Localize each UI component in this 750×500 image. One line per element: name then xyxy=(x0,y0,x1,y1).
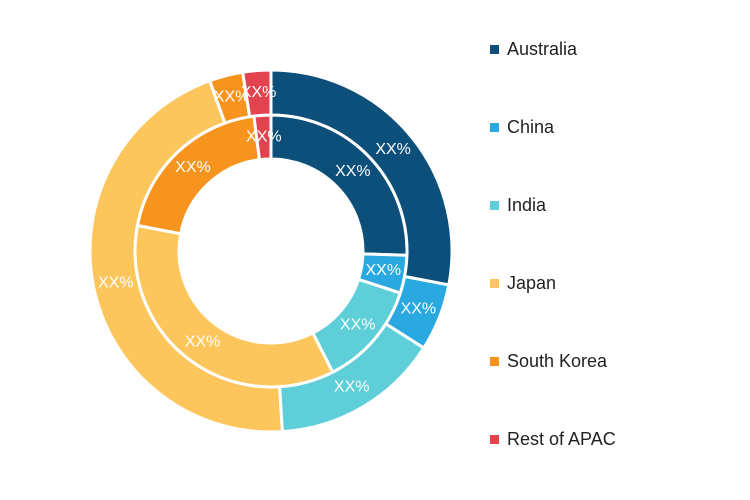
legend-item-australia: Australia xyxy=(490,36,616,62)
inner-label-rest-of-apac: XX% xyxy=(246,128,282,145)
inner-label-australia: XX% xyxy=(335,163,371,180)
legend-item-rest-of-apac: Rest of APAC xyxy=(490,426,616,452)
legend-swatch-australia xyxy=(490,44,499,54)
outer-label-rest-of-apac: XX% xyxy=(241,84,277,101)
outer-label-china: XX% xyxy=(401,301,437,318)
legend-item-japan: Japan xyxy=(490,270,616,296)
legend-label-india: India xyxy=(507,194,547,215)
legend-item-china: China xyxy=(490,114,616,140)
legend-swatch-china xyxy=(490,122,499,132)
outer-label-south-korea: XX% xyxy=(214,89,250,106)
inner-label-south-korea: XX% xyxy=(175,159,211,176)
legend: Australia China India Japan South Korea … xyxy=(490,36,616,452)
legend-label-south-korea: South Korea xyxy=(507,350,608,371)
legend-label-japan: Japan xyxy=(507,272,557,293)
inner-label-india: XX% xyxy=(340,316,376,333)
outer-slice-rest-of-apac xyxy=(240,68,273,119)
inner-label-china: XX% xyxy=(366,262,402,279)
legend-item-south-korea: South Korea xyxy=(490,348,616,374)
outer-slice-japan xyxy=(88,78,284,434)
legend-swatch-japan xyxy=(490,278,499,288)
legend-label-china: China xyxy=(507,116,555,137)
legend-swatch-rest-of-apac xyxy=(490,434,499,444)
legend-label-rest-of-apac: Rest of APAC xyxy=(507,428,616,449)
legend-swatch-india xyxy=(490,200,499,210)
legend-label-australia: Australia xyxy=(507,38,578,59)
inner-label-japan: XX% xyxy=(185,333,221,350)
outer-label-japan: XX% xyxy=(98,274,134,291)
outer-label-india: XX% xyxy=(334,379,370,396)
legend-item-india: India xyxy=(490,192,616,218)
legend-swatch-south-korea xyxy=(490,356,499,366)
outer-label-australia: XX% xyxy=(375,141,411,158)
